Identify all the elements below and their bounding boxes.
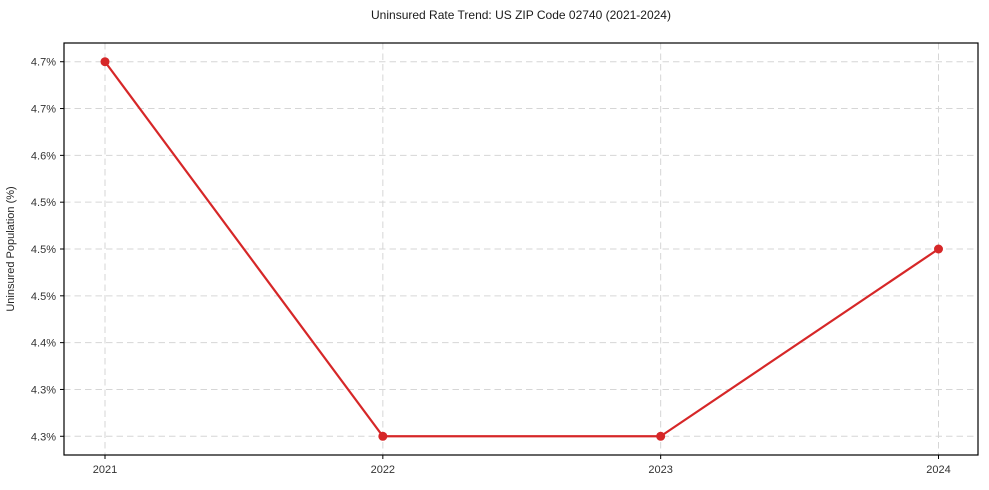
x-tick-label: 2021	[93, 464, 117, 476]
chart-title: Uninsured Rate Trend: US ZIP Code 02740 …	[371, 8, 671, 22]
data-point	[656, 431, 666, 441]
y-tick-label: 4.4%	[31, 338, 56, 350]
data-point	[378, 431, 388, 441]
y-tick-label: 4.5%	[31, 291, 56, 303]
grid-layer	[64, 43, 978, 455]
data-point	[100, 57, 110, 67]
x-tick-label: 2022	[371, 464, 395, 476]
y-tick-label: 4.3%	[31, 431, 56, 443]
data-point	[934, 244, 943, 254]
trend-line	[103, 60, 940, 438]
y-tick-label: 4.7%	[31, 104, 56, 116]
y-tick-label: 4.5%	[31, 244, 56, 256]
y-tick-label: 4.5%	[31, 197, 56, 209]
x-tick-label: 2024	[926, 464, 950, 476]
y-tick-label: 4.3%	[31, 384, 56, 396]
y-axis-label: Uninsured Population (%)	[5, 186, 17, 311]
x-tick-label: 2023	[648, 464, 672, 476]
y-tick-label: 4.6%	[31, 150, 56, 162]
axes-layer: 4.3% 4.3% 4.4% 4.5% 4.5% 4.5% 4.6% 4.7% 4.7% 2021…	[31, 42, 979, 476]
y-tick-label: 4.7%	[31, 57, 56, 69]
series-layer	[100, 57, 943, 441]
